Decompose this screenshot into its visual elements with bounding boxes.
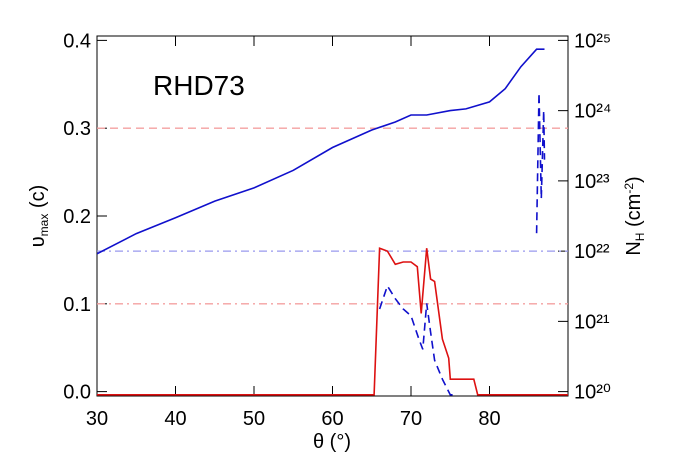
y-tick-label: 0.3 (63, 118, 91, 140)
y2-tick-label: 10²³ (574, 171, 610, 193)
y2-tick-label: 10²⁰ (574, 382, 611, 404)
x-tick-label: 50 (243, 408, 265, 430)
y2-axis-label: NH (cm-2) (622, 176, 647, 255)
y-label-tail: (c) (27, 185, 49, 214)
x-tick-label: 40 (164, 408, 186, 430)
y2-label-end: ) (623, 176, 645, 183)
x-tick-label: 30 (86, 408, 108, 430)
y2-tick-label: 10²¹ (574, 311, 610, 333)
x-axis-label: θ (°) (313, 431, 351, 453)
x-tick-label: 70 (400, 408, 422, 430)
y-tick-label: 0.4 (63, 30, 91, 52)
y-label-main: υ (27, 236, 49, 247)
data-line (97, 48, 545, 255)
y2-label-sup: -2 (622, 183, 636, 194)
y2-tick-label: 10²⁴ (574, 101, 612, 123)
y2-label-sub: H (633, 233, 647, 242)
y2-tick-label: 10²⁵ (574, 30, 611, 52)
y2-tick-label: 10²² (574, 241, 610, 263)
y-axis-label: υmax (c) (27, 185, 51, 248)
data-line (97, 247, 568, 396)
x-tick-label: 80 (478, 408, 500, 430)
data-line (378, 92, 546, 396)
x-tick-label: 60 (321, 408, 343, 430)
y-label-sub: max (37, 214, 51, 237)
y-tick-label: 0.2 (63, 206, 91, 228)
y2-label-tail: (cm (623, 194, 645, 233)
y2-label-main: N (623, 241, 645, 255)
y-tick-label: 0.0 (63, 382, 91, 404)
annotation: RHD73 (153, 70, 245, 101)
y-tick-label: 0.1 (63, 294, 91, 316)
